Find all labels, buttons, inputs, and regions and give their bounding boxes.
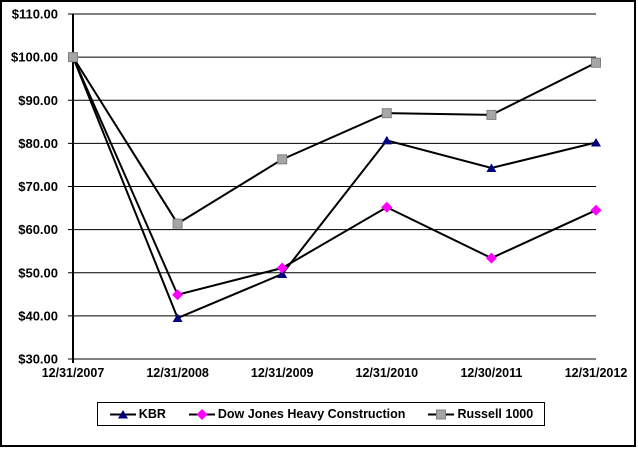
legend-marker-kbr [117, 409, 128, 418]
x-axis-label: 12/31/2009 [251, 366, 314, 380]
y-axis-label: $90.00 [18, 93, 58, 108]
y-axis-label: $50.00 [18, 265, 58, 280]
legend-item-russell-1000: Russell 1000 [427, 407, 533, 421]
legend-label-kbr: KBR [138, 407, 166, 421]
square-marker-icon [428, 409, 455, 419]
data-point-kbr [591, 138, 601, 147]
data-point-dow-jones-heavy-construction [381, 201, 393, 213]
y-axis-label: $80.00 [18, 136, 58, 151]
data-point-russell-1000 [68, 52, 78, 63]
series-line-dow-jones-heavy-construction [72, 56, 597, 296]
data-point-dow-jones-heavy-construction [276, 262, 288, 274]
data-point-russell-1000 [381, 108, 392, 119]
diamond-marker-icon [188, 408, 215, 420]
data-point-kbr [277, 269, 288, 279]
y-axis-label: $30.00 [18, 352, 58, 367]
legend-label-russell-1000: Russell 1000 [457, 407, 534, 421]
legend-marker-dow-jones-heavy-construction [196, 408, 208, 420]
legend-item-kbr: KBR [109, 407, 166, 421]
data-point-kbr [486, 163, 497, 172]
y-axis-label: $110.00 [12, 7, 58, 22]
y-axis-label: $100.00 [11, 50, 58, 65]
data-point-russell-1000 [172, 218, 183, 229]
data-point-russell-1000 [486, 109, 497, 120]
x-axis-label: 12/31/2010 [356, 366, 419, 380]
x-axis-label: 12/30/2011 [460, 366, 522, 380]
series-line-kbr [72, 56, 597, 320]
x-axis-label: 12/31/2012 [565, 366, 628, 380]
legend: KBR Dow Jones Heavy Construction Russell 1… [97, 402, 545, 426]
y-axis-label: $60.00 [18, 222, 58, 237]
y-axis-label: $70.00 [18, 179, 58, 194]
data-point-russell-1000 [591, 57, 601, 68]
data-point-dow-jones-heavy-construction [590, 204, 602, 216]
x-axis-label: 12/31/2007 [42, 366, 105, 380]
data-point-kbr [381, 135, 392, 145]
data-point-kbr [172, 313, 183, 323]
triangle-marker-icon [109, 409, 136, 418]
data-point-dow-jones-heavy-construction [172, 289, 184, 301]
legend-marker-russell-1000 [436, 409, 447, 419]
legend-label-dow-jones-heavy-construction: Dow Jones Heavy Construction [217, 407, 406, 421]
series-line-russell-1000 [72, 56, 597, 225]
x-axis-label: 12/31/2008 [146, 366, 209, 380]
legend-item-dow-jones-heavy-construction: Dow Jones Heavy Construction [188, 407, 406, 421]
data-point-dow-jones-heavy-construction [485, 252, 497, 264]
data-point-russell-1000 [277, 154, 288, 165]
y-axis-label: $40.00 [18, 308, 58, 323]
